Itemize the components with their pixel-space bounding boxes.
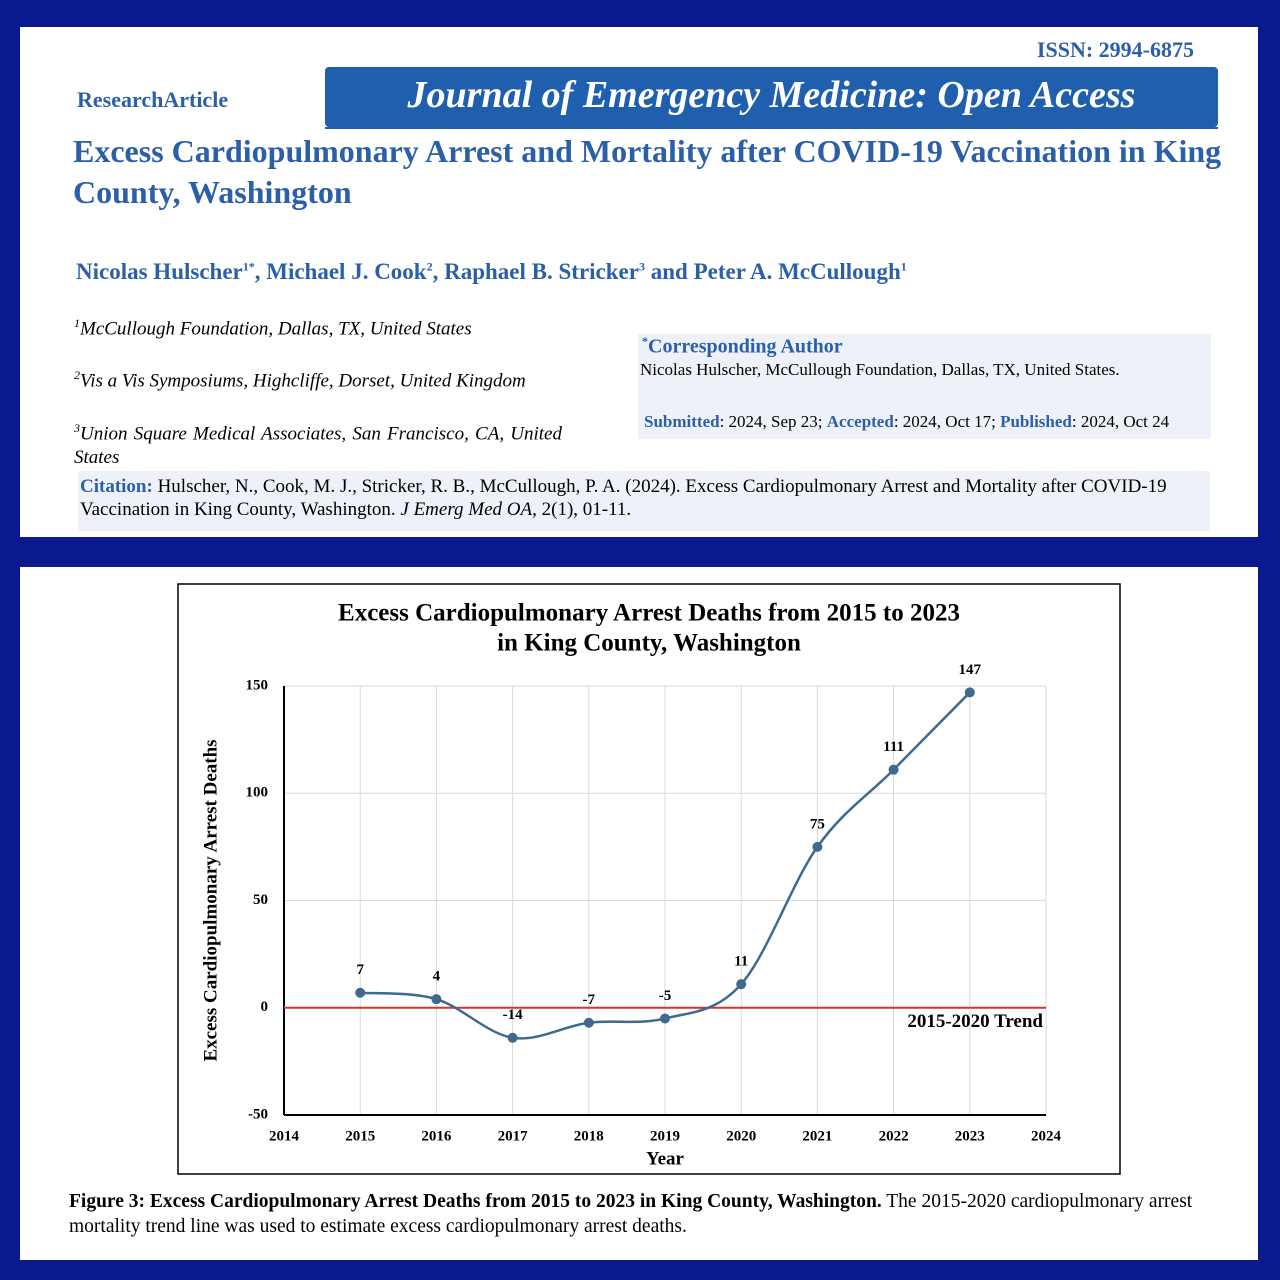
date-label: Accepted	[826, 412, 894, 431]
author-connector: ,	[432, 259, 445, 284]
data-point	[355, 987, 366, 998]
article-type: ResearchArticle	[77, 87, 229, 112]
corr-text: Nicolas Hulscher, McCullough Foundation,…	[640, 360, 1120, 379]
trend-label: 2015-2020 Trend	[907, 1011, 1043, 1032]
data-point	[964, 687, 975, 698]
affiliation-text: McCullough Foundation, Dallas, TX, Unite…	[80, 318, 472, 340]
chart-title: in King County, Washington	[497, 630, 801, 657]
data-point	[660, 1013, 670, 1024]
corresponding-box: *Corresponding Author Nicolas Hulscher, …	[638, 334, 1211, 439]
date-text: : 2024, Sep 23;	[719, 412, 827, 431]
issn: ISSN: 2994-6875	[1036, 37, 1194, 62]
x-tick-label: 2014	[269, 1128, 300, 1144]
y-tick-label: 100	[246, 785, 269, 801]
header-panel: ISSN: 2994-6875 ResearchArticle Journal …	[20, 27, 1258, 537]
date-text: : 2024, Oct 24	[1071, 412, 1170, 431]
corr-label: Corresponding Author	[648, 335, 843, 358]
affiliation-text: Vis a Vis Symposiums, Highcliffe, Dorset…	[80, 370, 526, 392]
data-label: 75	[810, 816, 825, 832]
affiliation-sup: 3	[74, 420, 80, 435]
chart: Excess Cardiopulmonary Arrest Deaths fro…	[177, 583, 1121, 1175]
y-tick-label: 50	[253, 892, 268, 908]
y-tick-label: 150	[246, 677, 269, 693]
date-text: : 2024, Oct 17;	[893, 412, 1001, 431]
affiliation: 2Vis a Vis Symposiums, Highcliffe, Dorse…	[74, 363, 562, 393]
data-label: 11	[734, 954, 748, 970]
journal-banner: Journal of Emergency Medicine: Open Acce…	[325, 67, 1218, 127]
data-label: 147	[959, 662, 982, 678]
citation-journal: J Emerg Med OA,	[400, 499, 537, 520]
citation: Citation: Hulscher, N., Cook, M. J., Str…	[78, 471, 1210, 531]
author-name: Peter A. McCullough	[693, 259, 901, 284]
affiliation: 1McCullough Foundation, Dallas, TX, Unit…	[74, 311, 562, 341]
x-tick-label: 2021	[802, 1128, 832, 1144]
citation-text: Hulscher, N., Cook, M. J., Stricker, R. …	[80, 476, 1167, 520]
x-tick-label: 2023	[955, 1128, 985, 1144]
author-connector: ,	[254, 259, 267, 284]
affiliation-text: Union Square Medical Associates, San Fra…	[74, 422, 562, 468]
figure-panel: Excess Cardiopulmonary Arrest Deaths fro…	[20, 567, 1258, 1260]
series-line	[360, 691, 971, 1040]
data-point	[431, 994, 442, 1005]
data-label: 111	[883, 739, 904, 755]
author-sup: 1	[900, 259, 907, 274]
citation-tail: 2(1), 01-11.	[536, 499, 632, 520]
data-label: 7	[356, 962, 364, 978]
data-label: 4	[433, 969, 441, 985]
date-label: Submitted	[644, 412, 720, 431]
data-label: -14	[503, 1007, 523, 1023]
author-sup: 2	[426, 259, 433, 274]
author-name: Nicolas Hulscher	[76, 259, 243, 284]
author-connector: and	[644, 259, 694, 284]
x-axis-title: Year	[646, 1148, 685, 1169]
caption-text: The 2015-2020 cardiopulmonary arrest mor…	[69, 1191, 1193, 1237]
x-tick-label: 2016	[421, 1128, 452, 1144]
x-tick-label: 2018	[574, 1128, 604, 1144]
citation-label: Citation:	[80, 476, 153, 497]
figure-caption: Figure 3: Excess Cardiopulmonary Arrest …	[69, 1189, 1239, 1239]
date-label: Published	[1000, 412, 1072, 431]
author-sup: 1*	[242, 259, 255, 274]
affiliation-sup: 1	[74, 316, 80, 330]
data-point	[736, 979, 747, 990]
affiliations: 1McCullough Foundation, Dallas, TX, Unit…	[74, 311, 562, 470]
dates: Submitted: 2024, Sep 23; Accepted: 2024,…	[644, 412, 1169, 432]
y-tick-label: -50	[248, 1106, 268, 1122]
author-name: Raphael B. Stricker	[444, 259, 639, 284]
data-point	[507, 1032, 518, 1043]
affiliation-sup: 2	[74, 368, 80, 383]
y-axis-title: Excess Cardiopulmonary Arrest Deaths	[200, 739, 221, 1061]
data-point	[583, 1017, 594, 1028]
affiliation: 3Union Square Medical Associates, San Fr…	[74, 416, 562, 470]
author-sup: 3	[638, 259, 645, 274]
rule	[325, 127, 1218, 129]
data-point	[888, 764, 899, 775]
x-tick-label: 2020	[726, 1128, 756, 1144]
x-tick-label: 2019	[650, 1128, 680, 1144]
x-tick-label: 2022	[879, 1128, 909, 1144]
chart-title: Excess Cardiopulmonary Arrest Deaths fro…	[338, 600, 960, 627]
data-label: -7	[583, 992, 596, 1008]
authors: Nicolas Hulscher1*, Michael J. Cook2, Ra…	[76, 259, 907, 285]
data-point	[812, 841, 823, 852]
x-tick-label: 2015	[345, 1128, 375, 1144]
author-name: Michael J. Cook	[266, 259, 427, 284]
x-tick-label: 2024	[1031, 1128, 1062, 1144]
article-title: Excess Cardiopulmonary Arrest and Mortal…	[73, 133, 1222, 210]
caption-label: Figure 3: Excess Cardiopulmonary Arrest …	[69, 1191, 882, 1212]
data-label: -5	[659, 988, 672, 1004]
x-tick-label: 2017	[498, 1128, 529, 1144]
journal-name: Journal of Emergency Medicine: Open Acce…	[407, 74, 1136, 116]
chart-frame	[177, 583, 1121, 1175]
y-tick-label: 0	[261, 999, 269, 1015]
corr-sup: *	[642, 334, 648, 348]
